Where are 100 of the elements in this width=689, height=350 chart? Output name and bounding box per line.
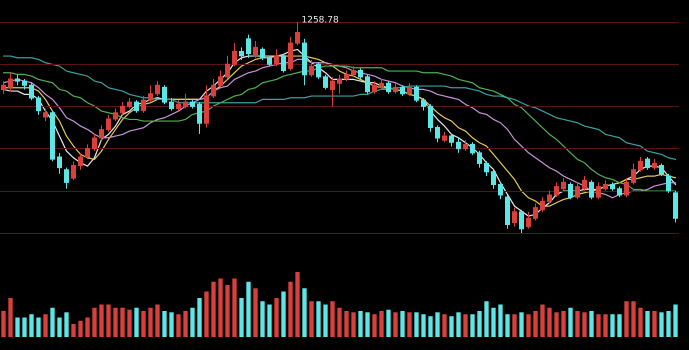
candlestick <box>337 74 342 94</box>
bar <box>232 278 237 337</box>
bar <box>477 311 482 337</box>
bar <box>8 298 13 337</box>
candlestick <box>15 74 20 86</box>
candlestick <box>148 84 153 103</box>
candlestick <box>582 176 587 192</box>
candlestick <box>652 158 657 170</box>
bar <box>344 311 349 337</box>
bar <box>582 312 587 337</box>
bar <box>589 311 594 337</box>
candlestick <box>617 186 622 198</box>
bar <box>295 272 300 337</box>
candlestick <box>155 80 160 96</box>
bar <box>99 304 104 337</box>
bar <box>484 301 489 337</box>
bar <box>141 311 146 337</box>
candlestick <box>22 78 27 90</box>
bar <box>71 324 76 337</box>
bar <box>218 278 223 337</box>
candlestick <box>624 178 629 198</box>
bar <box>470 314 475 337</box>
bar <box>603 314 608 337</box>
bar <box>204 292 209 337</box>
bar <box>211 282 216 337</box>
bar <box>316 301 321 337</box>
candlestick <box>519 209 524 234</box>
candlestick <box>603 180 608 192</box>
candlestick <box>365 74 370 94</box>
candlestick <box>666 173 671 194</box>
candlestick <box>36 95 41 116</box>
candlestick <box>638 156 643 172</box>
bar <box>561 311 566 337</box>
candlestick <box>267 55 272 67</box>
bar <box>386 310 391 337</box>
bar <box>106 304 111 337</box>
candlestick <box>43 108 48 122</box>
bar <box>57 318 62 337</box>
bar <box>547 308 552 337</box>
bar <box>22 318 27 337</box>
candlestick <box>414 84 419 103</box>
bar <box>337 308 342 337</box>
bar <box>519 312 524 337</box>
candlestick <box>470 142 475 156</box>
annotation: 1258.78 <box>302 16 339 26</box>
bar <box>351 312 356 337</box>
bar <box>267 304 272 337</box>
candlestick <box>379 78 384 90</box>
candlestick <box>141 95 146 114</box>
bar <box>610 314 615 337</box>
candlestick <box>400 84 405 96</box>
candlestick <box>484 160 489 177</box>
candlestick <box>442 131 447 143</box>
candlestick <box>491 169 496 190</box>
candlestick <box>239 46 244 60</box>
candlestick <box>120 102 125 116</box>
candlestick <box>99 124 104 141</box>
bar <box>498 304 503 337</box>
candlestick <box>183 93 188 110</box>
candlestick <box>330 76 335 107</box>
bar <box>456 312 461 337</box>
candlestick <box>260 46 265 60</box>
candlestick <box>610 182 615 192</box>
candlestick <box>673 190 678 223</box>
candlestick <box>561 178 566 192</box>
candlestick <box>50 110 55 162</box>
candlestick <box>526 211 531 230</box>
candlestick <box>372 80 377 94</box>
candlestick <box>92 133 97 152</box>
candlestick <box>127 97 132 110</box>
candlestick <box>295 22 300 46</box>
candlestick <box>190 100 195 110</box>
bar <box>134 308 139 337</box>
candlestick <box>449 133 454 147</box>
candlestick <box>134 100 139 114</box>
bar <box>323 304 328 337</box>
bar <box>50 308 55 337</box>
candlestick <box>246 34 251 58</box>
bar <box>330 301 335 337</box>
candlestick <box>393 82 398 94</box>
candlestick <box>512 207 517 228</box>
candlestick <box>386 80 391 94</box>
candlestick <box>232 42 237 67</box>
candlestick <box>274 48 279 67</box>
bar <box>624 301 629 337</box>
bar <box>372 314 377 337</box>
candlestick <box>428 104 433 132</box>
candlestick <box>421 97 426 112</box>
candlestick <box>498 182 503 200</box>
bar <box>64 312 69 337</box>
candlestick <box>344 70 349 82</box>
bar <box>659 312 664 337</box>
bar <box>638 308 643 337</box>
bar <box>414 312 419 337</box>
bar <box>491 308 496 337</box>
bar <box>43 314 48 337</box>
candlestick <box>218 70 223 88</box>
bar <box>155 304 160 337</box>
bar <box>652 311 657 337</box>
candlestick <box>533 202 538 221</box>
